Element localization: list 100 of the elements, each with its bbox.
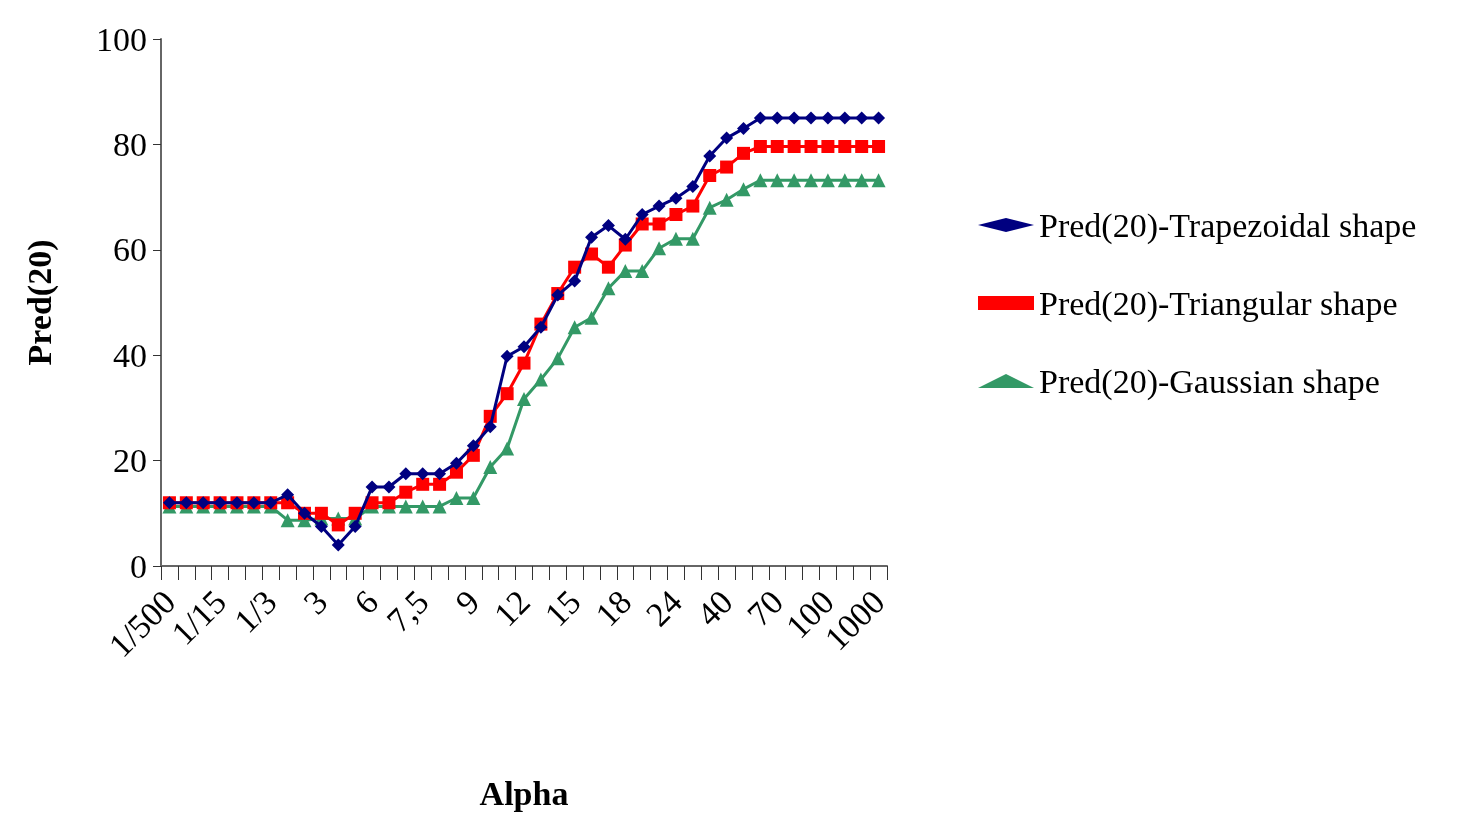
x-tick-label: 3 (296, 582, 335, 622)
point (331, 538, 345, 552)
point (517, 340, 531, 354)
point (416, 467, 430, 481)
point (720, 131, 734, 145)
point (669, 191, 683, 205)
point (567, 320, 582, 335)
x-tick-label: 9 (448, 582, 487, 622)
point (399, 467, 413, 481)
point (685, 231, 700, 246)
point (770, 173, 785, 188)
point (787, 173, 802, 188)
point (753, 173, 768, 188)
point (382, 496, 396, 510)
point (517, 391, 531, 406)
point (314, 519, 328, 533)
point (601, 281, 616, 296)
point (618, 263, 633, 278)
point (618, 232, 632, 246)
point (668, 231, 683, 246)
point (720, 160, 734, 174)
point (382, 480, 396, 494)
point (416, 477, 430, 491)
point (652, 199, 666, 213)
point (348, 519, 362, 533)
point (872, 140, 886, 154)
y-axis-title: Pred(20) (20, 239, 59, 366)
point (719, 192, 734, 207)
point (466, 439, 480, 453)
point (280, 513, 295, 528)
x-tick-label: 18 (588, 582, 639, 634)
point (821, 140, 835, 154)
point (449, 491, 464, 506)
point (838, 140, 852, 154)
point (365, 480, 379, 494)
point (686, 199, 700, 213)
point (281, 488, 295, 502)
point (601, 260, 615, 274)
x-axis-title: Alpha (479, 774, 569, 812)
point (736, 182, 751, 197)
x-tick-label: 12 (486, 582, 538, 634)
point (703, 168, 717, 182)
point (466, 491, 481, 506)
point (517, 356, 531, 370)
y-tick-label: 60 (113, 231, 147, 269)
point (652, 241, 667, 256)
point (483, 420, 497, 434)
x-tick-label: 15 (537, 582, 588, 634)
point (820, 173, 835, 188)
point (872, 111, 886, 125)
point (837, 173, 852, 188)
point (804, 111, 818, 125)
point (770, 111, 784, 125)
point (449, 456, 463, 470)
point (821, 111, 835, 125)
point (871, 173, 886, 188)
point (635, 263, 650, 278)
y-tick-label: 20 (113, 442, 147, 480)
point (787, 140, 801, 154)
point (669, 207, 683, 221)
point (483, 459, 498, 474)
x-tick-label: 40 (689, 582, 740, 634)
point (787, 111, 801, 125)
point (702, 200, 717, 215)
point (635, 207, 649, 221)
point (686, 180, 700, 194)
point (854, 173, 869, 188)
point (703, 149, 717, 163)
y-tick-label: 0 (130, 547, 147, 585)
point (652, 217, 666, 231)
point (314, 506, 328, 520)
point (585, 230, 599, 244)
point (500, 441, 515, 456)
legend-label: Pred(20)-Triangular shape (1039, 284, 1398, 323)
x-tick-label: 24 (638, 582, 690, 634)
point (753, 111, 767, 125)
point (399, 485, 413, 499)
point (500, 349, 514, 363)
point (433, 477, 447, 491)
point (736, 146, 750, 160)
point (500, 387, 514, 401)
point (770, 140, 784, 154)
point (533, 372, 548, 387)
point (584, 310, 599, 325)
y-tick-label: 80 (113, 125, 147, 163)
point (331, 518, 345, 532)
legend-label: Pred(20)-Gaussian shape (1039, 362, 1380, 401)
point (398, 499, 413, 514)
x-tick-label: 1/3 (226, 582, 284, 640)
point (753, 140, 767, 154)
point (855, 111, 869, 125)
point (433, 467, 447, 481)
point (838, 111, 852, 125)
point (601, 219, 615, 233)
point (550, 351, 565, 366)
point (432, 499, 447, 514)
point (736, 122, 750, 136)
y-tick-label: 100 (96, 20, 147, 58)
point (804, 140, 818, 154)
point (804, 173, 819, 188)
